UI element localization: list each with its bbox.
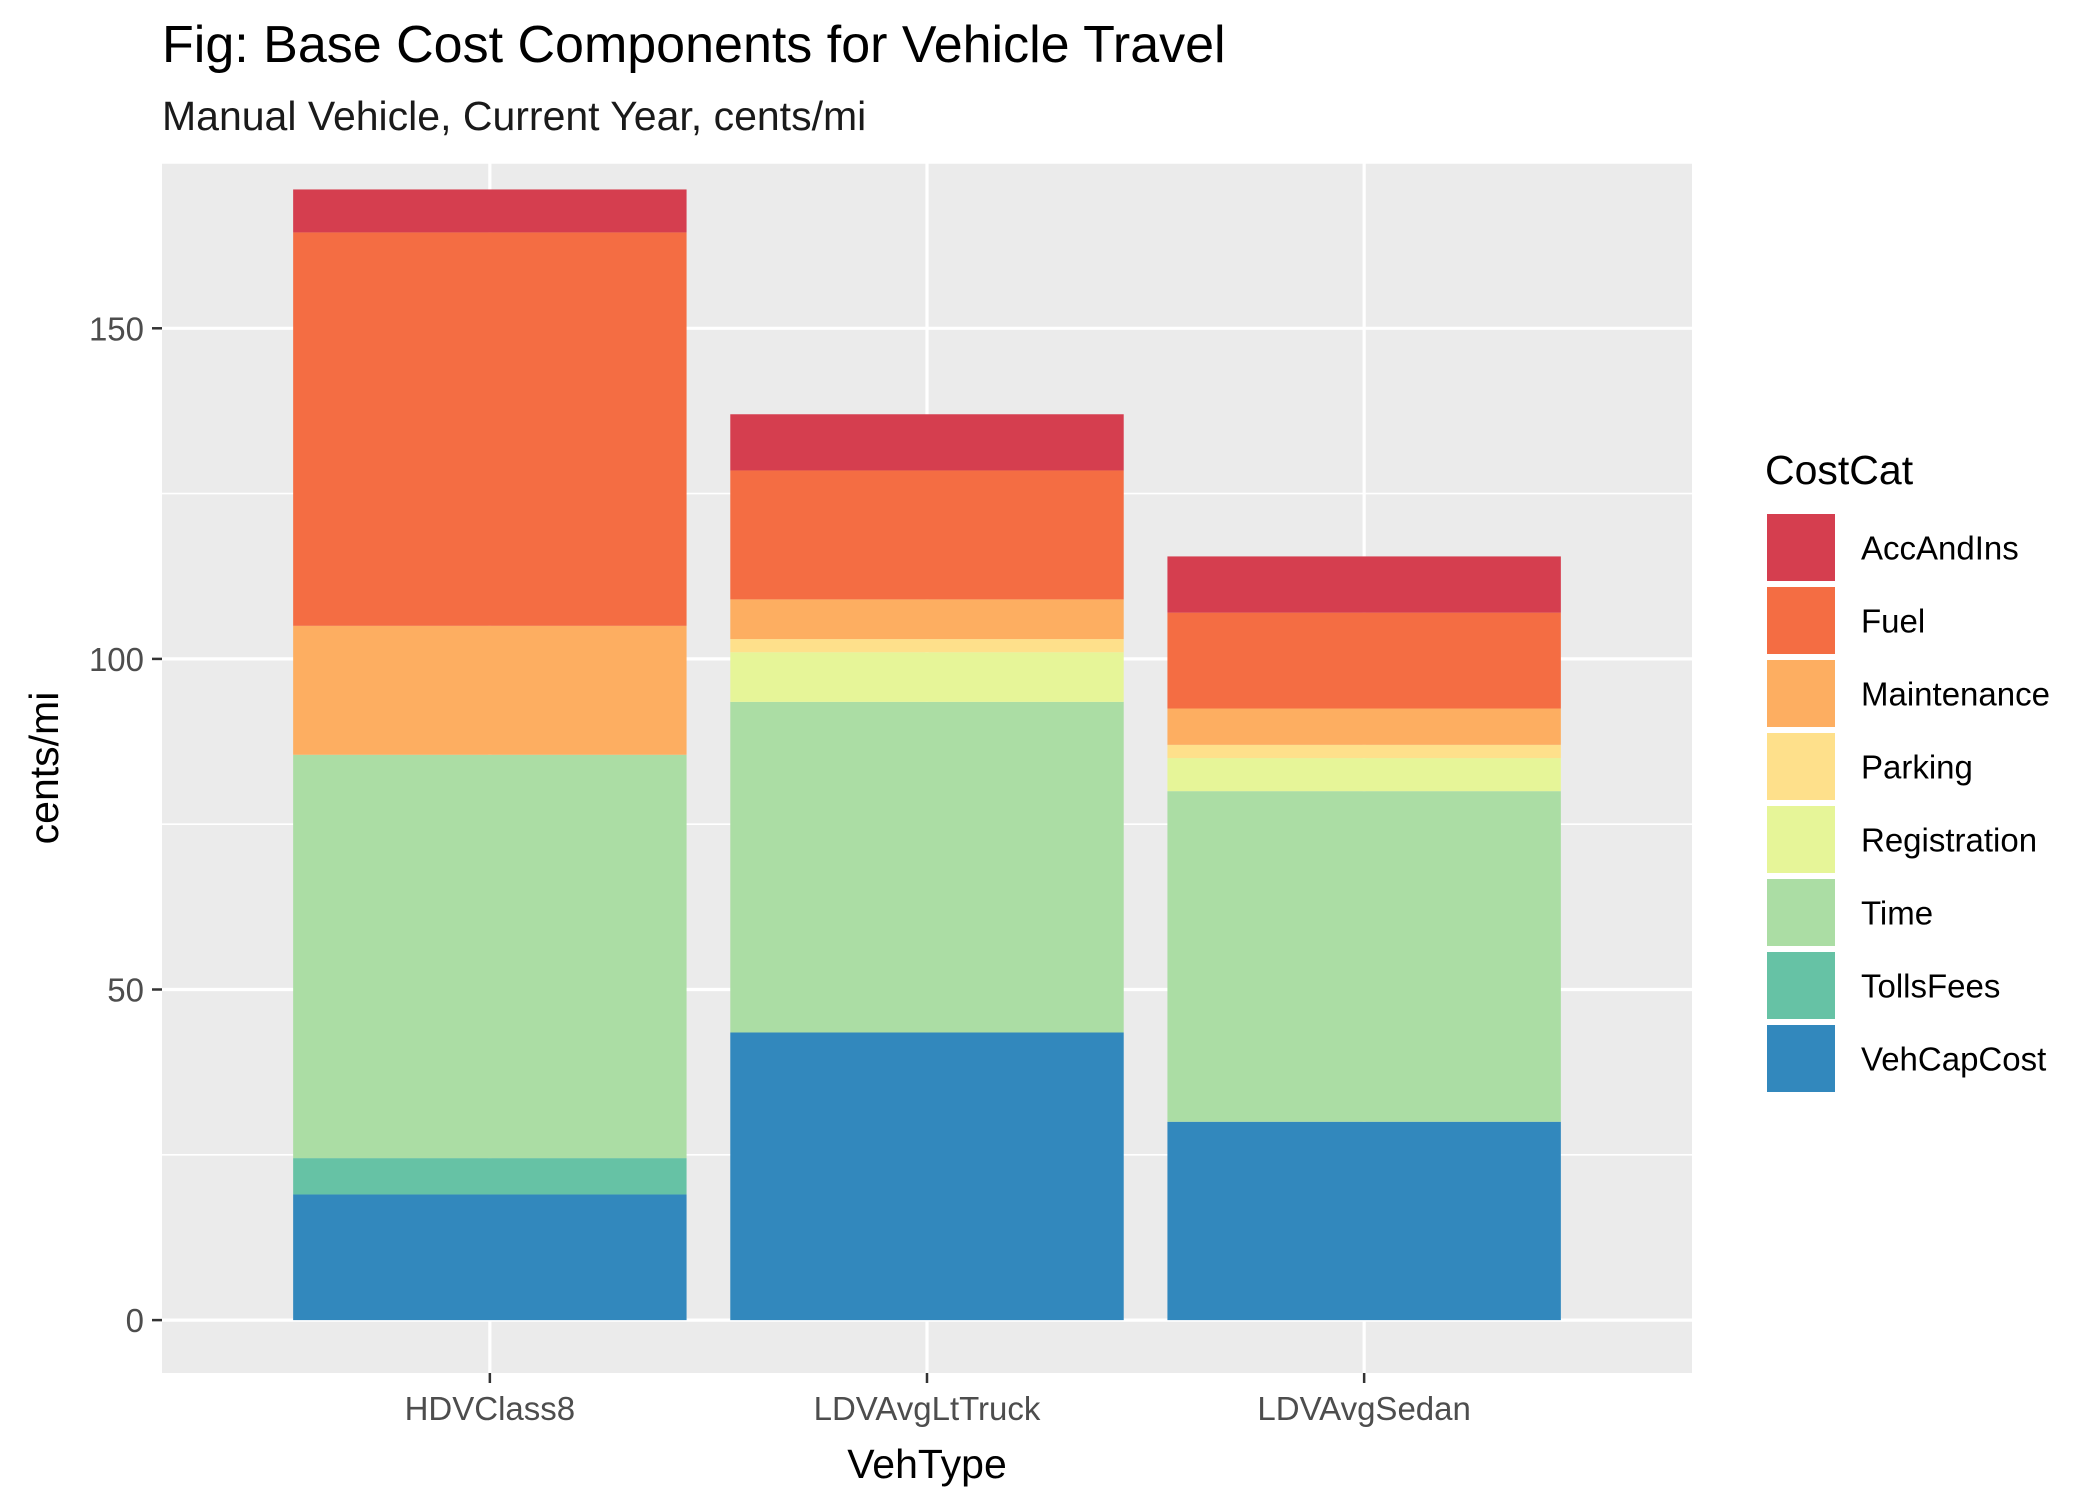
chart-title: Fig: Base Cost Components for Vehicle Tr… (162, 16, 1226, 74)
y-tick-label: 150 (89, 310, 144, 347)
bar-segment-accandins (293, 189, 687, 233)
bar-segment-fuel (730, 470, 1124, 600)
legend-key-tollsfees (1767, 952, 1835, 1019)
bar-segment-parking (730, 639, 1124, 653)
bars (293, 189, 1561, 1321)
y-axis: 0 50 100 150 (89, 310, 162, 1339)
x-tick-label: LDVAvgSedan (1257, 1390, 1470, 1427)
bar-segment-registration (730, 652, 1124, 702)
legend-key-vehcapcost (1767, 1025, 1835, 1092)
legend-label: Time (1861, 895, 1933, 932)
bar-segment-vehcapcost (1167, 1121, 1561, 1321)
y-tick-label: 50 (107, 972, 144, 1009)
bar-segment-time (1167, 791, 1561, 1122)
y-tick-label: 0 (126, 1302, 144, 1339)
legend-label: AccAndIns (1861, 530, 2019, 567)
legend-key-registration (1767, 806, 1835, 873)
bar-segment-registration (1167, 758, 1561, 792)
bar-segment-vehcapcost (730, 1032, 1124, 1321)
legend-key-accandins (1767, 514, 1835, 581)
y-axis-title: cents/mi (21, 692, 67, 845)
bar-segment-fuel (293, 232, 687, 626)
y-tick-label: 100 (89, 641, 144, 678)
x-tick-label: LDVAvgLtTruck (814, 1390, 1041, 1427)
legend-key-fuel (1767, 587, 1835, 654)
legend-label: VehCapCost (1861, 1041, 2046, 1078)
bar-segment-tollsfees (293, 1158, 687, 1195)
legend-label: Maintenance (1861, 676, 2050, 713)
bar-segment-parking (1167, 744, 1561, 759)
bar-segment-accandins (1167, 556, 1561, 613)
bar-segment-maintenance (293, 625, 687, 755)
legend-label: TollsFees (1861, 968, 2000, 1005)
bar-segment-vehcapcost (293, 1194, 687, 1321)
legend-label: Registration (1861, 822, 2037, 859)
legend: CostCat AccAndIns Fuel Maintenance Parking R… (1765, 447, 2050, 1092)
bar-segment-maintenance (730, 599, 1124, 640)
chart-subtitle: Manual Vehicle, Current Year, cents/mi (162, 93, 866, 139)
legend-key-time (1767, 879, 1835, 946)
x-axis: HDVClass8 LDVAvgLtTruck LDVAvgSedan (405, 1373, 1471, 1427)
legend-label: Parking (1861, 749, 1973, 786)
legend-key-parking (1767, 733, 1835, 800)
x-tick-label: HDVClass8 (405, 1390, 576, 1427)
bar-segment-time (293, 754, 687, 1159)
legend-key-maintenance (1767, 660, 1835, 727)
legend-label: Fuel (1861, 603, 1925, 640)
legend-title: CostCat (1765, 447, 1914, 493)
x-axis-title: VehType (847, 1441, 1007, 1487)
bar-segment-time (730, 701, 1124, 1033)
bar-segment-accandins (730, 414, 1124, 471)
bar-segment-maintenance (1167, 708, 1561, 745)
bar-segment-fuel (1167, 612, 1561, 709)
